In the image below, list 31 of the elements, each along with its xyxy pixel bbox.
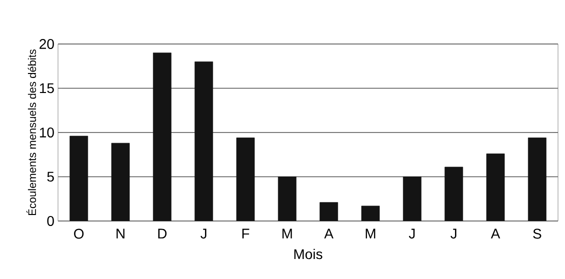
x-tick-label: J — [200, 228, 206, 239]
y-tick-label: 0 — [47, 216, 54, 226]
x-tick-label: A — [324, 228, 334, 238]
bar — [486, 154, 505, 221]
x-tick-label: O — [74, 228, 84, 239]
y-tick-label: 20 — [40, 39, 54, 49]
y-tick-label: 5 — [47, 172, 54, 182]
y-axis-title: Écoulements mensuels des débits — [26, 49, 36, 216]
x-tick-label: M — [282, 228, 292, 238]
bar — [402, 176, 422, 221]
x-tick-label: N — [116, 228, 124, 238]
y-tick-label: 10 — [40, 128, 54, 138]
x-tick-label: A — [490, 228, 500, 238]
bar — [444, 166, 464, 221]
bar — [236, 138, 255, 221]
x-tick-label: F — [242, 228, 250, 238]
bar — [194, 62, 214, 221]
bar — [361, 206, 380, 221]
bar — [152, 52, 172, 221]
bar — [70, 136, 88, 221]
bar — [111, 142, 130, 221]
bar — [278, 176, 296, 221]
x-tick-label: D — [158, 228, 167, 238]
x-tick-label: J — [450, 228, 456, 239]
y-tick-label: 15 — [40, 83, 54, 94]
x-tick-label: M — [366, 228, 376, 238]
x-tick-label: J — [408, 228, 415, 239]
bar — [320, 202, 338, 221]
bar — [528, 138, 546, 221]
x-tick-label: S — [533, 228, 542, 239]
x-axis-title: Mois — [294, 248, 322, 260]
